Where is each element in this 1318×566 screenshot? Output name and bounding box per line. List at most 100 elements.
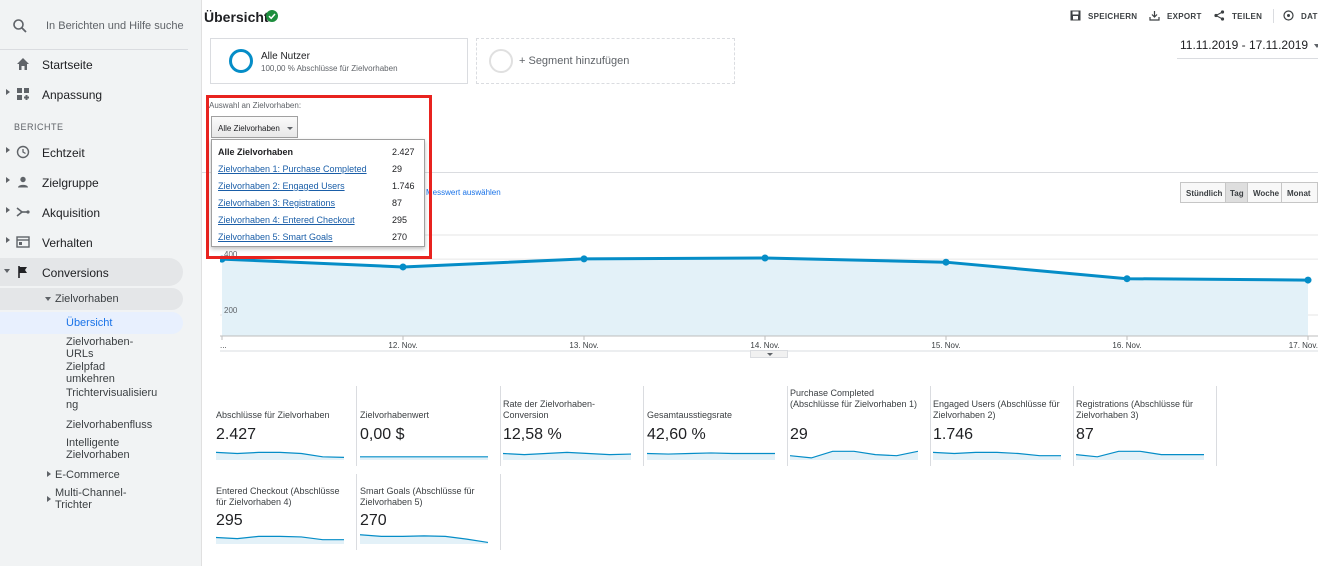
chart-resize-handle[interactable]: [750, 350, 788, 358]
sidebar-item-verhalten[interactable]: Verhalten: [0, 227, 188, 257]
scorecard[interactable]: Smart Goals (Abschlüsse für Zielvorhaben…: [360, 474, 501, 550]
segment-subtitle: 100,00 % Abschlüsse für Zielvorhaben: [261, 64, 398, 73]
chevron-down-icon: [767, 353, 773, 356]
sidebar-subitem-zielvorhaben-urls[interactable]: Zielvorhaben-URLs: [66, 336, 134, 360]
sidebar-subitem-trichtervisualisierung[interactable]: Trichtervisualisierung: [66, 387, 158, 411]
scorecard-title: Registrations (Abschlüsse für Zielvorhab…: [1076, 399, 1194, 420]
sidebar-item-echtzeit[interactable]: Echtzeit: [0, 137, 188, 167]
scorecard-title: Engaged Users (Abschlüsse für Zielvorhab…: [933, 399, 1060, 420]
toolbar-divider: [1273, 9, 1274, 23]
sparkline-area: [360, 534, 488, 544]
sidebar-item-label: Anpassung: [42, 88, 103, 102]
sparkline-area: [216, 452, 344, 460]
scorecard[interactable]: Zielvorhabenwert 0,00 $: [360, 386, 501, 466]
zielvorhaben-highlight: [0, 288, 183, 310]
sidebar-item-label: Zielgruppe: [42, 176, 99, 190]
expand-arrow-icon: [47, 471, 51, 477]
expand-arrow-icon: [6, 207, 10, 213]
series-area: [222, 258, 1308, 336]
goal-picker-label: Auswahl an Zielvorhaben:: [209, 101, 302, 110]
goal-picker-select[interactable]: Alle Zielvorhaben: [211, 116, 298, 138]
data-point[interactable]: [942, 258, 950, 266]
granularity-day-button[interactable]: Tag: [1226, 183, 1248, 202]
scorecard-value: 12,58 %: [503, 426, 562, 443]
conversions-highlight: [0, 258, 183, 286]
sidebar-item-multi-channel-trichter[interactable]: Multi-Channel-Trichter: [55, 487, 127, 511]
verified-check-icon: [266, 10, 278, 22]
select-metric-link[interactable]: Messwert auswählen: [426, 188, 501, 197]
data-point[interactable]: [761, 254, 769, 262]
sidebar-item-zielgruppe[interactable]: Zielgruppe: [0, 167, 188, 197]
sidebar-subitem-uebersicht[interactable]: Übersicht: [66, 317, 113, 329]
sidebar-item-startseite[interactable]: Startseite: [0, 49, 188, 79]
data-point[interactable]: [580, 255, 588, 263]
scorecard[interactable]: Abschlüsse für Zielvorhaben 2.427: [216, 386, 357, 466]
sparkline-area: [360, 456, 488, 460]
data-point[interactable]: [1123, 275, 1131, 283]
chevron-down-icon: [1314, 44, 1318, 48]
y-tick-label: 400: [224, 250, 238, 259]
sparkline-area: [1076, 451, 1204, 460]
data-point[interactable]: [1304, 276, 1312, 284]
y-tick-label: 200: [224, 306, 238, 315]
scorecard[interactable]: Gesamtausstiegsrate 42,60 %: [647, 386, 788, 466]
sidebar-item-label: Akquisition: [42, 206, 101, 220]
sidebar-subitem-zielvorhabenfluss[interactable]: Zielvorhabenfluss: [66, 419, 153, 431]
sparkline-line: [503, 451, 631, 456]
scorecard-value: 1.746: [933, 426, 974, 443]
sparkline: [790, 450, 918, 460]
granularity-week-button[interactable]: Woche: [1248, 183, 1282, 202]
sparkline-line: [216, 451, 344, 458]
scorecard[interactable]: Entered Checkout (Abschlüsse für Zielvor…: [216, 474, 357, 550]
scorecard[interactable]: Registrations (Abschlüsse für Zielvorhab…: [1076, 386, 1217, 466]
sidebar-item-ecommerce[interactable]: E-Commerce: [55, 469, 120, 481]
sidebar-item-label: Conversions: [42, 266, 109, 280]
x-tick-label: 12. Nov.: [388, 341, 417, 350]
sidebar-item-anpassung[interactable]: Anpassung: [0, 79, 188, 109]
goal-completions-chart: 200 400... 12. Nov. 13. Nov. 14. Nov. 15. Nov…: [220, 234, 1318, 352]
scorecard[interactable]: Purchase Completed (Abschlüsse für Zielv…: [790, 386, 931, 466]
x-tick-label: 14. Nov.: [750, 341, 779, 350]
scorecard-value: 87: [1076, 426, 1094, 443]
scorecard-value: 29: [790, 426, 808, 443]
scorecard-title: Rate der Zielvorhaben-Conversion: [503, 399, 596, 420]
sparkline: [360, 534, 488, 544]
sparkline-area: [647, 452, 775, 460]
sparkline-area: [503, 452, 631, 460]
search-box[interactable]: In Berichten und Hilfe suche: [0, 0, 188, 50]
dashboard-icon: [17, 88, 29, 100]
data-point[interactable]: [399, 263, 407, 271]
sidebar-item-akquisition[interactable]: Akquisition: [0, 197, 188, 227]
scorecard-title: Zielvorhabenwert: [360, 410, 430, 420]
search-input[interactable]: In Berichten und Hilfe suche: [46, 20, 184, 32]
scorecard-value: 0,00 $: [360, 426, 405, 443]
sparkline-area: [216, 536, 344, 544]
sidebar-item-label: Echtzeit: [42, 146, 85, 160]
sidebar-item-zielvorhaben[interactable]: Zielvorhaben: [55, 293, 119, 305]
sparkline-line: [360, 534, 488, 544]
sidebar-item-conversions[interactable]: Conversions: [0, 257, 188, 287]
scorecard[interactable]: Engaged Users (Abschlüsse für Zielvorhab…: [933, 386, 1074, 466]
page-title: Übersicht: [204, 9, 269, 25]
search-icon: [13, 19, 27, 33]
add-segment-button[interactable]: + Segment hinzufügen: [476, 38, 735, 84]
segment-title: Alle Nutzer: [261, 51, 310, 62]
sidebar-subitem-intelligente-zielvorhaben[interactable]: Intelligente Zielvorhaben: [66, 437, 130, 461]
sparkline-line: [933, 451, 1061, 457]
sparkline: [933, 451, 1061, 460]
granularity-hourly-button[interactable]: Stündlich: [1181, 183, 1226, 202]
granularity-month-button[interactable]: Monat: [1287, 189, 1311, 198]
scorecard-title: Entered Checkout (Abschlüsse für Zielvor…: [216, 486, 340, 507]
date-range-picker[interactable]: 11.11.2019 - 17.11.2019: [1180, 38, 1309, 52]
sparkline-line: [647, 452, 775, 455]
sparkline: [1076, 450, 1204, 460]
sparkline: [360, 456, 488, 460]
date-range-underline: [1177, 58, 1318, 59]
segment-all-users[interactable]: Alle Nutzer 100,00 % Abschlüsse für Ziel…: [210, 38, 468, 84]
sparkline-line: [1076, 450, 1204, 458]
x-tick-label: 13. Nov.: [569, 341, 598, 350]
sidebar-subitem-zielpfad-umkehren[interactable]: Zielpfad umkehren: [66, 361, 115, 385]
scorecard[interactable]: Rate der Zielvorhaben-Conversion 12,58 %: [503, 386, 644, 466]
expand-arrow-icon: [47, 496, 51, 502]
main-content: Übersicht SPEICHERN EXPORT TEILEN DATI A…: [202, 0, 1318, 566]
